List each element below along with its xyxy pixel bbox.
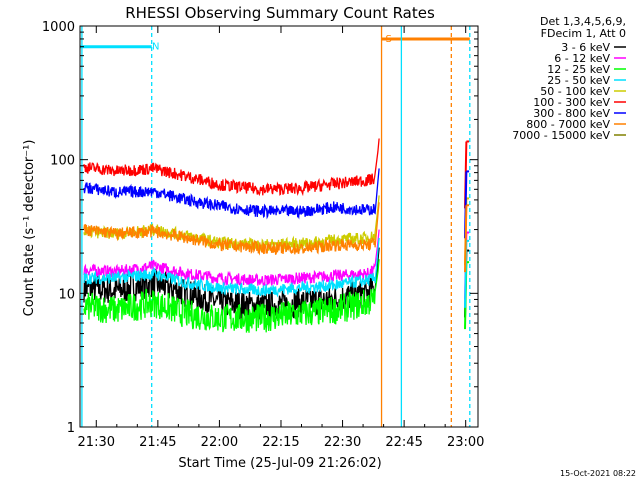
chart-title: RHESSI Observing Summary Count Rates <box>125 4 435 22</box>
y-tick-label-3: 1000 <box>42 20 75 35</box>
series-tail-7 <box>464 205 468 273</box>
series-line-3 <box>83 237 380 298</box>
legend: Det 1,3,4,5,6,9,FDecim 1, Att 03 - 6 keV… <box>512 15 626 142</box>
legend-label-8: 7000 - 15000 keV <box>512 129 610 142</box>
x-tick-label-0: 21:30 <box>78 435 115 450</box>
series-line-6 <box>83 168 380 220</box>
footer-timestamp: 15-Oct-2021 08:22 <box>560 469 636 478</box>
legend-label-1: 6 - 12 keV <box>554 52 610 65</box>
x-tick-label-5: 22:45 <box>385 435 422 450</box>
legend-header-1: FDecim 1, Att 0 <box>541 27 626 40</box>
legend-label-5: 100 - 300 keV <box>533 96 610 109</box>
y-tick-label-0: 1 <box>67 421 75 436</box>
x-axis-label: Start Time (25-Jul-09 21:26:02) <box>178 456 381 471</box>
legend-label-2: 12 - 25 keV <box>547 63 610 76</box>
legend-label-4: 50 - 100 keV <box>540 85 610 98</box>
x-tick-label-3: 22:15 <box>262 435 299 450</box>
flag-label-1: S <box>386 34 392 45</box>
series-line-5 <box>83 138 380 197</box>
x-tick-label-2: 22:00 <box>201 435 238 450</box>
legend-label-7: 800 - 7000 keV <box>526 118 610 131</box>
plot-frame <box>79 25 479 428</box>
legend-label-3: 25 - 50 keV <box>547 74 610 87</box>
x-tick-label-6: 23:00 <box>447 435 484 450</box>
flag-label-0: N <box>152 42 159 53</box>
y-axis-label: Count Rate (s⁻¹ detector⁻¹) <box>22 140 37 317</box>
series-line-2 <box>83 259 380 333</box>
x-tick-label-1: 21:45 <box>139 435 176 450</box>
x-tick-label-4: 22:30 <box>324 435 361 450</box>
legend-header-0: Det 1,3,4,5,6,9, <box>540 15 626 28</box>
legend-label-0: 3 - 6 keV <box>561 41 610 54</box>
series-line-7 <box>83 202 380 256</box>
y-tick-label-2: 100 <box>50 154 75 169</box>
legend-label-6: 300 - 800 keV <box>533 107 610 120</box>
y-tick-label-1: 10 <box>58 287 75 302</box>
